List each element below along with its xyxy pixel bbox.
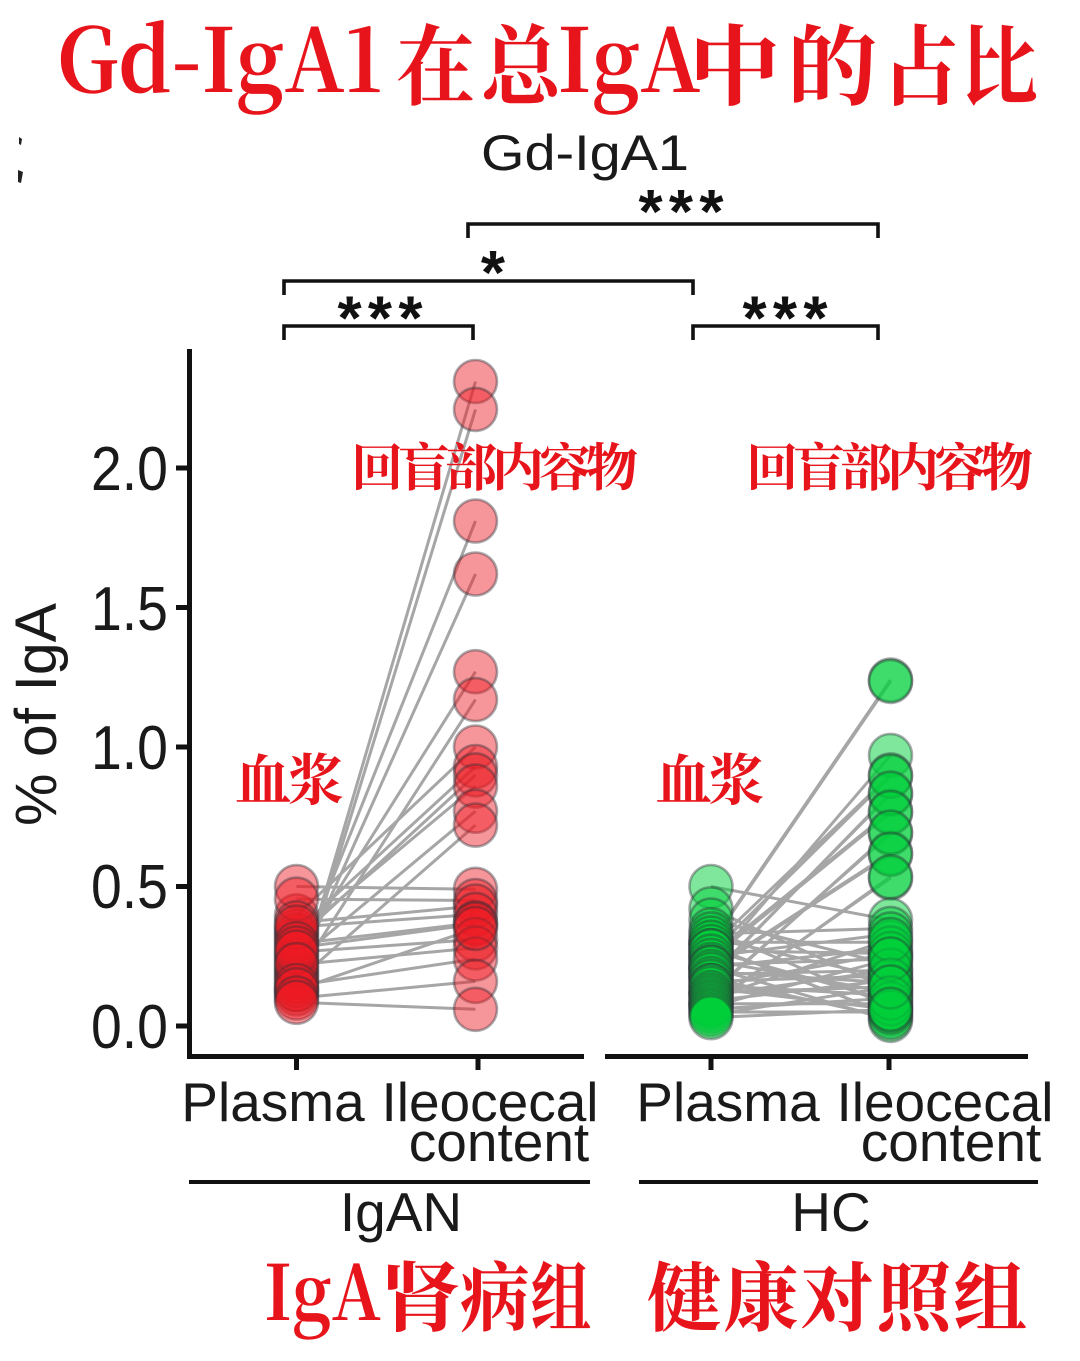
svg-text:Plasma: Plasma	[181, 1071, 365, 1133]
svg-text:Gd-IgA1: Gd-IgA1	[481, 125, 689, 181]
svg-text:0.5: 0.5	[91, 853, 168, 922]
svg-text:content: content	[861, 1111, 1041, 1173]
svg-text:***: ***	[639, 178, 725, 247]
svg-text:***: ***	[338, 285, 424, 354]
svg-text:2.0: 2.0	[91, 435, 168, 504]
svg-text:Ileocecal: Ileocecal	[381, 1071, 598, 1133]
svg-text:content: content	[409, 1111, 589, 1173]
svg-text:***: ***	[743, 285, 829, 354]
svg-text:1.5: 1.5	[91, 575, 168, 644]
svg-text:1.0: 1.0	[91, 714, 168, 783]
svg-text:HC: HC	[791, 1181, 870, 1243]
svg-text:Plasma: Plasma	[636, 1071, 820, 1133]
svg-text:*: *	[481, 239, 506, 308]
svg-text:Ileocecal: Ileocecal	[836, 1071, 1053, 1133]
svg-text:IgAN: IgAN	[340, 1181, 462, 1243]
svg-text:% of IgA: % of IgA	[4, 603, 69, 826]
svg-text:0.0: 0.0	[91, 993, 168, 1062]
